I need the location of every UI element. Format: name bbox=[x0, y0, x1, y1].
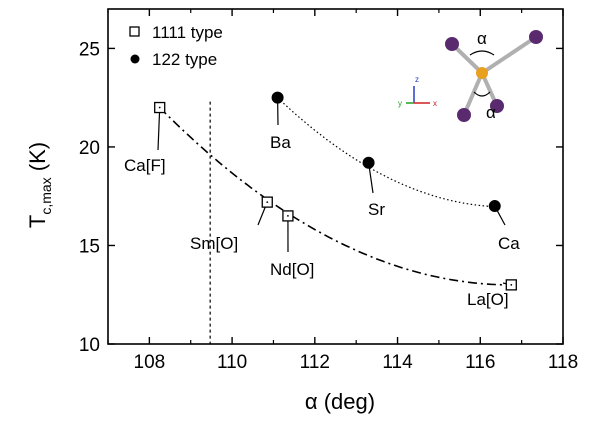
x-tick-label: 118 bbox=[548, 352, 578, 373]
marker-1111-center bbox=[287, 215, 289, 217]
inset-bond bbox=[480, 35, 538, 75]
plot-frame bbox=[107, 8, 564, 345]
point-label: Sm[O] bbox=[190, 234, 238, 253]
marker-1111-center bbox=[158, 106, 161, 109]
x-tick-label: 112 bbox=[300, 352, 330, 373]
leader-line bbox=[157, 107, 161, 151]
y-axis-title: Tc,max (K) bbox=[25, 142, 54, 228]
x-axis-ticks: 108 110 112 114 116 118 bbox=[107, 9, 578, 373]
inset-outer-atom bbox=[457, 108, 471, 122]
inset-angle-label-top: α bbox=[477, 29, 487, 48]
data-markers bbox=[154, 91, 517, 291]
x-tick-label: 110 bbox=[217, 352, 247, 373]
inset-angle-label-bottom: α bbox=[486, 103, 496, 122]
y-tick-label: 15 bbox=[79, 236, 100, 257]
inset-angle-arc-bottom bbox=[473, 91, 491, 97]
y-axis-title-unit: (K) bbox=[25, 142, 50, 177]
point-label: Ca[F] bbox=[124, 156, 166, 175]
point-label: Nd[O] bbox=[270, 260, 314, 279]
y-tick-label: 10 bbox=[79, 335, 100, 356]
marker-1111-center bbox=[510, 283, 513, 286]
inset-outer-atom bbox=[529, 30, 543, 44]
inset-axis-label-y: y bbox=[398, 99, 402, 108]
y-axis-title-main: T bbox=[25, 215, 50, 228]
inset-bond bbox=[462, 72, 484, 116]
point-label: Ba bbox=[270, 133, 291, 152]
y-tick-label: 20 bbox=[79, 138, 100, 159]
curve-1111-type bbox=[159, 106, 512, 286]
legend-marker-1111 bbox=[129, 26, 140, 37]
marker-122 bbox=[362, 156, 375, 169]
point-label: La[O] bbox=[467, 290, 509, 309]
inset-central-atom bbox=[476, 67, 488, 79]
x-tick-label: 116 bbox=[465, 352, 495, 373]
y-axis-ticks: 10 15 20 25 bbox=[79, 39, 563, 356]
marker-1111-center bbox=[266, 201, 269, 204]
x-tick-label: 114 bbox=[382, 352, 413, 373]
inset-axis-label-x: x bbox=[433, 99, 437, 108]
y-axis-title-sub: c,max bbox=[38, 177, 54, 214]
tetrahedron-inset: α α z y x bbox=[398, 29, 543, 122]
y-tick-label: 25 bbox=[79, 39, 100, 60]
inset-angle-arc-top bbox=[469, 50, 495, 56]
legend-label-1111: 1111 type bbox=[152, 23, 223, 42]
inset-outer-atom bbox=[445, 37, 459, 51]
inset-axis-label-z: z bbox=[415, 75, 419, 84]
legend-label-122: 122 type bbox=[152, 50, 217, 69]
inset-outer-atom bbox=[490, 99, 504, 113]
point-label: Sr bbox=[368, 200, 385, 219]
legend-marker-122 bbox=[130, 54, 140, 64]
point-label: Ca bbox=[498, 234, 520, 253]
marker-122 bbox=[271, 91, 284, 104]
x-tick-label: 108 bbox=[134, 352, 166, 373]
point-labels: Ca[F] Sm[O] Nd[O] La[O] Ba Sr Ca bbox=[124, 133, 520, 309]
legend: 1111 type 122 type bbox=[129, 23, 223, 69]
x-axis-title: α (deg) bbox=[305, 389, 375, 414]
marker-122 bbox=[488, 200, 501, 213]
